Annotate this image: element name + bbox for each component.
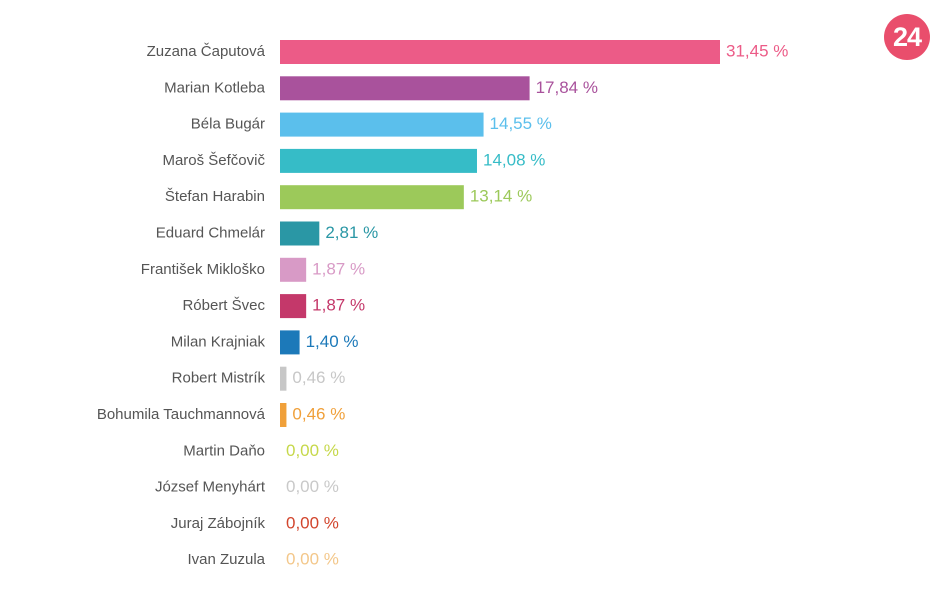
bar-row: František Mikloško 1,87 % (141, 257, 365, 282)
bar-row: Juraj Zábojník 0,00 % (171, 513, 339, 532)
bar[interactable] (280, 257, 307, 282)
value-label: 1,40 % (306, 332, 359, 351)
value-label: 0,46 % (292, 368, 345, 387)
value-label: 0,00 % (286, 477, 339, 496)
bar-row: Zuzana Čaputová 31,45 % (147, 40, 788, 64)
category-label: Zuzana Čaputová (147, 43, 266, 60)
bar-row: Ivan Zuzula 0,00 % (187, 550, 338, 569)
bar[interactable] (280, 221, 320, 246)
bar-row: József Menyhárt 0,00 % (155, 477, 339, 496)
bar[interactable] (280, 330, 300, 355)
value-label: 1,87 % (312, 259, 365, 278)
bar-row: Robert Mistrík 0,46 % (172, 366, 345, 391)
value-label: 0,00 % (286, 441, 339, 460)
bar-row: Béla Bugár 14,55 % (191, 112, 552, 137)
bar-row: Eduard Chmelár 2,81 % (156, 221, 378, 246)
category-label: Béla Bugár (191, 116, 265, 133)
category-label: Štefan Harabin (165, 188, 265, 205)
bar-row: Róbert Švec 1,87 % (182, 294, 365, 319)
category-label: Róbert Švec (182, 297, 265, 314)
category-label: Bohumila Tauchmannová (97, 406, 266, 423)
value-label: 31,45 % (726, 41, 788, 60)
bar-row: Martin Daňo 0,00 % (183, 441, 339, 460)
category-label: József Menyhárt (155, 479, 266, 496)
bar[interactable] (280, 403, 287, 427)
bar-row: Maroš Šefčovič 14,08 % (162, 148, 545, 173)
bar[interactable] (280, 185, 464, 210)
value-label: 14,55 % (490, 114, 552, 133)
value-label: 1,87 % (312, 296, 365, 315)
bar[interactable] (280, 76, 530, 101)
category-label: František Mikloško (141, 261, 265, 278)
category-label: Eduard Chmelár (156, 224, 265, 241)
value-label: 0,46 % (292, 404, 345, 423)
category-label: Maroš Šefčovič (162, 152, 265, 169)
value-label: 13,14 % (470, 187, 532, 206)
category-label: Robert Mistrík (172, 370, 266, 387)
bar-row: Milan Krajniak 1,40 % (171, 330, 359, 355)
site-logo-text: 24 (892, 21, 922, 52)
value-label: 0,00 % (286, 513, 339, 532)
bar-row: Bohumila Tauchmannová 0,46 % (97, 403, 345, 427)
category-label: Juraj Zábojník (171, 515, 266, 532)
category-label: Marian Kotleba (164, 79, 266, 96)
bar-row: Štefan Harabin 13,14 % (165, 185, 532, 210)
value-label: 17,84 % (536, 78, 598, 97)
bar[interactable] (280, 148, 477, 173)
value-label: 2,81 % (325, 223, 378, 242)
bar-row: Marian Kotleba 17,84 % (164, 76, 598, 101)
category-label: Ivan Zuzula (187, 551, 265, 568)
bar[interactable] (280, 294, 307, 319)
value-label: 14,08 % (483, 150, 545, 169)
bar[interactable] (280, 40, 720, 64)
bar[interactable] (280, 112, 484, 137)
category-label: Martin Daňo (183, 442, 265, 459)
value-label: 0,00 % (286, 550, 339, 569)
site-logo[interactable]: 24 (884, 14, 930, 60)
category-label: Milan Krajniak (171, 333, 266, 350)
bar[interactable] (280, 366, 287, 391)
